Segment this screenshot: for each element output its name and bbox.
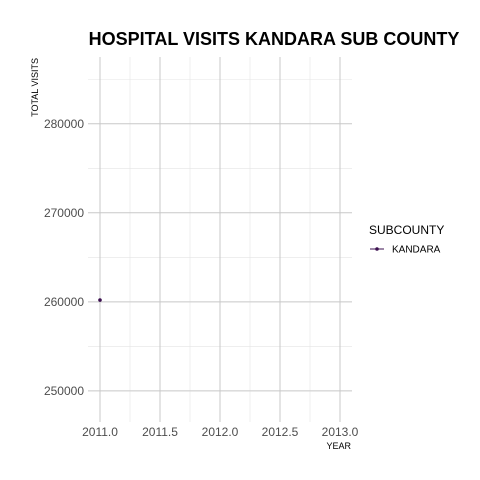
- legend-key-point: [375, 247, 379, 251]
- y-tick-label: 270000: [44, 206, 84, 220]
- x-tick-label: 2013.0: [322, 425, 359, 439]
- x-tick-label: 2011.5: [142, 425, 178, 439]
- series-layer: [98, 298, 102, 302]
- y-tick-label: 250000: [44, 384, 84, 398]
- data-point: [98, 298, 102, 302]
- major-gridlines: [88, 57, 352, 422]
- y-tick-labels: 250000 260000 270000 280000: [44, 117, 84, 398]
- x-tick-label: 2012.0: [202, 425, 239, 439]
- x-tick-label: 2011.0: [82, 425, 118, 439]
- y-axis-title: TOTAL VISITS: [30, 58, 40, 117]
- y-tick-label: 260000: [44, 295, 84, 309]
- legend: SUBCOUNTY KANDARA: [369, 223, 444, 256]
- chart-title: HOSPITAL VISITS KANDARA SUB COUNTY: [89, 29, 460, 49]
- x-tick-label: 2012.5: [262, 425, 299, 439]
- x-axis-title: YEAR: [326, 441, 351, 451]
- y-tick-label: 280000: [44, 117, 84, 131]
- legend-label: KANDARA: [392, 245, 441, 256]
- x-tick-labels: 2011.0 2011.5 2012.0 2012.5 2013.0: [82, 425, 359, 439]
- legend-title: SUBCOUNTY: [369, 223, 444, 237]
- legend-items: KANDARA: [370, 245, 441, 256]
